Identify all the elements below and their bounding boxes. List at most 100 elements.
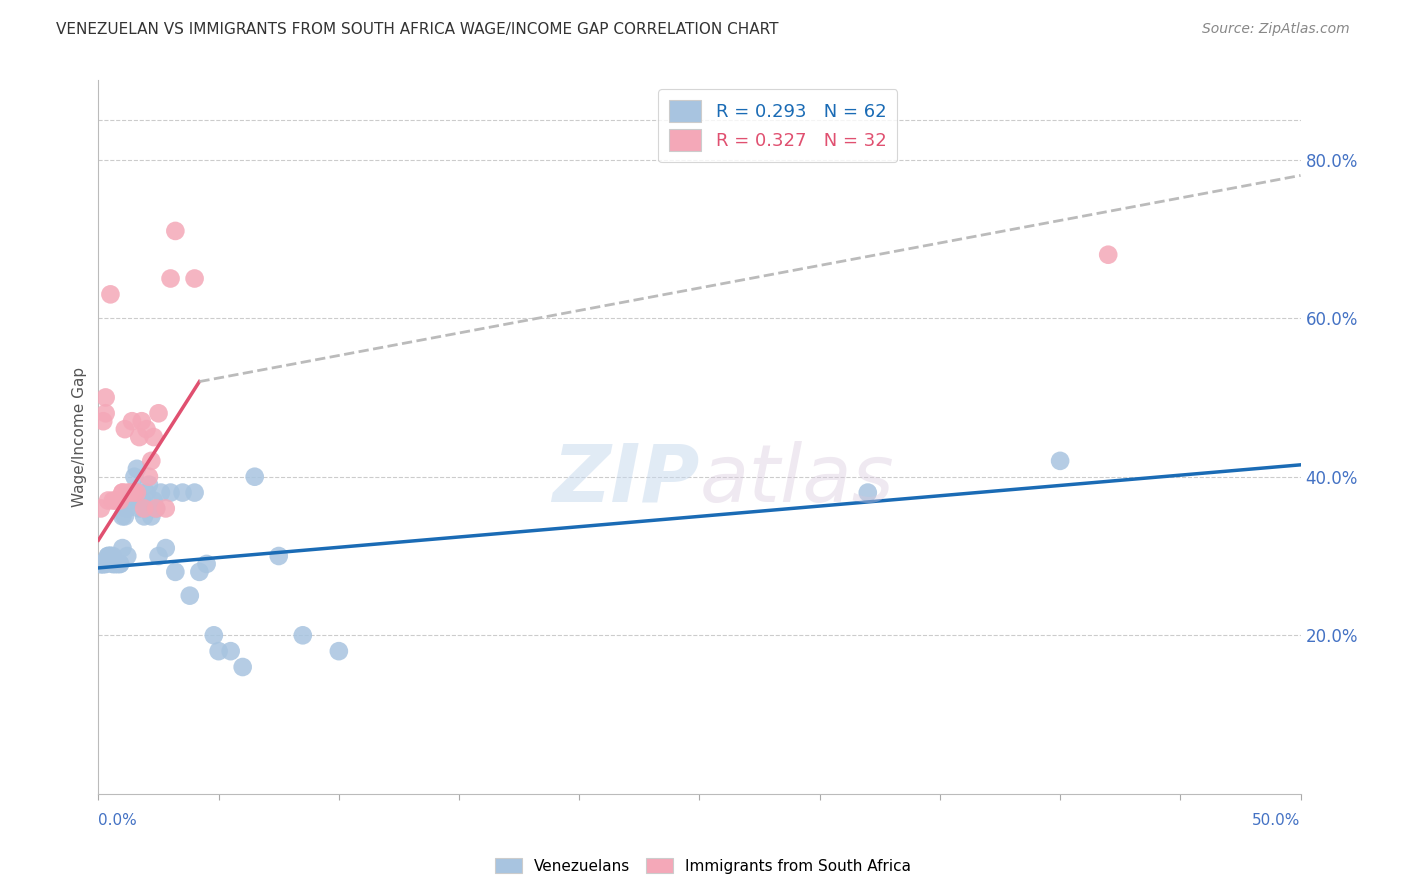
Point — [104, 557, 127, 571]
Point — [159, 271, 181, 285]
Point — [135, 422, 157, 436]
Point — [90, 557, 112, 571]
Point — [124, 485, 146, 500]
Point — [107, 557, 129, 571]
Point — [291, 628, 314, 642]
Point — [232, 660, 254, 674]
Point — [114, 509, 136, 524]
Point — [141, 509, 163, 524]
Point — [165, 565, 187, 579]
Point — [104, 493, 127, 508]
Point — [267, 549, 290, 563]
Point — [111, 485, 134, 500]
Point — [125, 485, 148, 500]
Point — [114, 422, 136, 436]
Point — [172, 485, 194, 500]
Point — [90, 501, 112, 516]
Point — [104, 557, 127, 571]
Point — [111, 485, 134, 500]
Point — [100, 549, 122, 563]
Point — [101, 493, 124, 508]
Text: Source: ZipAtlas.com: Source: ZipAtlas.com — [1202, 22, 1350, 37]
Point — [856, 485, 879, 500]
Point — [94, 391, 117, 405]
Text: 50.0%: 50.0% — [1253, 814, 1301, 828]
Point — [101, 557, 124, 571]
Point — [94, 557, 117, 571]
Point — [202, 628, 225, 642]
Text: VENEZUELAN VS IMMIGRANTS FROM SOUTH AFRICA WAGE/INCOME GAP CORRELATION CHART: VENEZUELAN VS IMMIGRANTS FROM SOUTH AFRI… — [56, 22, 779, 37]
Point — [138, 477, 160, 491]
Point — [90, 557, 112, 571]
Point — [91, 557, 114, 571]
Point — [107, 493, 129, 508]
Point — [1049, 454, 1071, 468]
Point — [219, 644, 242, 658]
Point — [111, 509, 134, 524]
Point — [108, 557, 131, 571]
Point — [90, 557, 112, 571]
Text: atlas: atlas — [700, 441, 894, 519]
Point — [183, 271, 205, 285]
Point — [101, 549, 124, 563]
Point — [117, 549, 139, 563]
Point — [149, 485, 172, 500]
Point — [128, 501, 150, 516]
Point — [138, 469, 160, 483]
Point — [94, 557, 117, 571]
Point — [108, 557, 131, 571]
Point — [188, 565, 211, 579]
Point — [155, 541, 177, 555]
Point — [124, 469, 146, 483]
Point — [101, 557, 124, 571]
Point — [100, 549, 122, 563]
Point — [128, 430, 150, 444]
Point — [165, 224, 187, 238]
Text: 0.0%: 0.0% — [98, 814, 138, 828]
Point — [131, 414, 153, 428]
Point — [121, 485, 143, 500]
Point — [142, 430, 165, 444]
Point — [145, 501, 167, 516]
Point — [91, 414, 114, 428]
Point — [111, 541, 134, 555]
Point — [148, 549, 170, 563]
Point — [142, 493, 165, 508]
Point — [97, 549, 120, 563]
Point — [328, 644, 350, 658]
Point — [118, 485, 141, 500]
Point — [100, 549, 122, 563]
Point — [125, 485, 148, 500]
Point — [125, 462, 148, 476]
Point — [117, 501, 139, 516]
Y-axis label: Wage/Income Gap: Wage/Income Gap — [72, 367, 87, 508]
Point — [208, 644, 231, 658]
Point — [117, 485, 139, 500]
Point — [121, 414, 143, 428]
Point — [108, 493, 131, 508]
Point — [118, 493, 141, 508]
Legend: R = 0.293   N = 62, R = 0.327   N = 32: R = 0.293 N = 62, R = 0.327 N = 32 — [658, 89, 897, 162]
Point — [131, 493, 153, 508]
Point — [179, 589, 201, 603]
Point — [195, 557, 218, 571]
Point — [141, 454, 163, 468]
Point — [243, 469, 266, 483]
Point — [159, 485, 181, 500]
Legend: Venezuelans, Immigrants from South Africa: Venezuelans, Immigrants from South Afric… — [488, 852, 918, 880]
Point — [132, 509, 155, 524]
Point — [91, 557, 114, 571]
Point — [90, 557, 112, 571]
Point — [91, 557, 114, 571]
Text: ZIP: ZIP — [553, 441, 700, 519]
Point — [1097, 248, 1119, 262]
Point — [135, 485, 157, 500]
Point — [107, 557, 129, 571]
Point — [155, 501, 177, 516]
Point — [183, 485, 205, 500]
Point — [132, 501, 155, 516]
Point — [100, 287, 122, 301]
Point — [91, 557, 114, 571]
Point — [94, 406, 117, 420]
Point — [97, 493, 120, 508]
